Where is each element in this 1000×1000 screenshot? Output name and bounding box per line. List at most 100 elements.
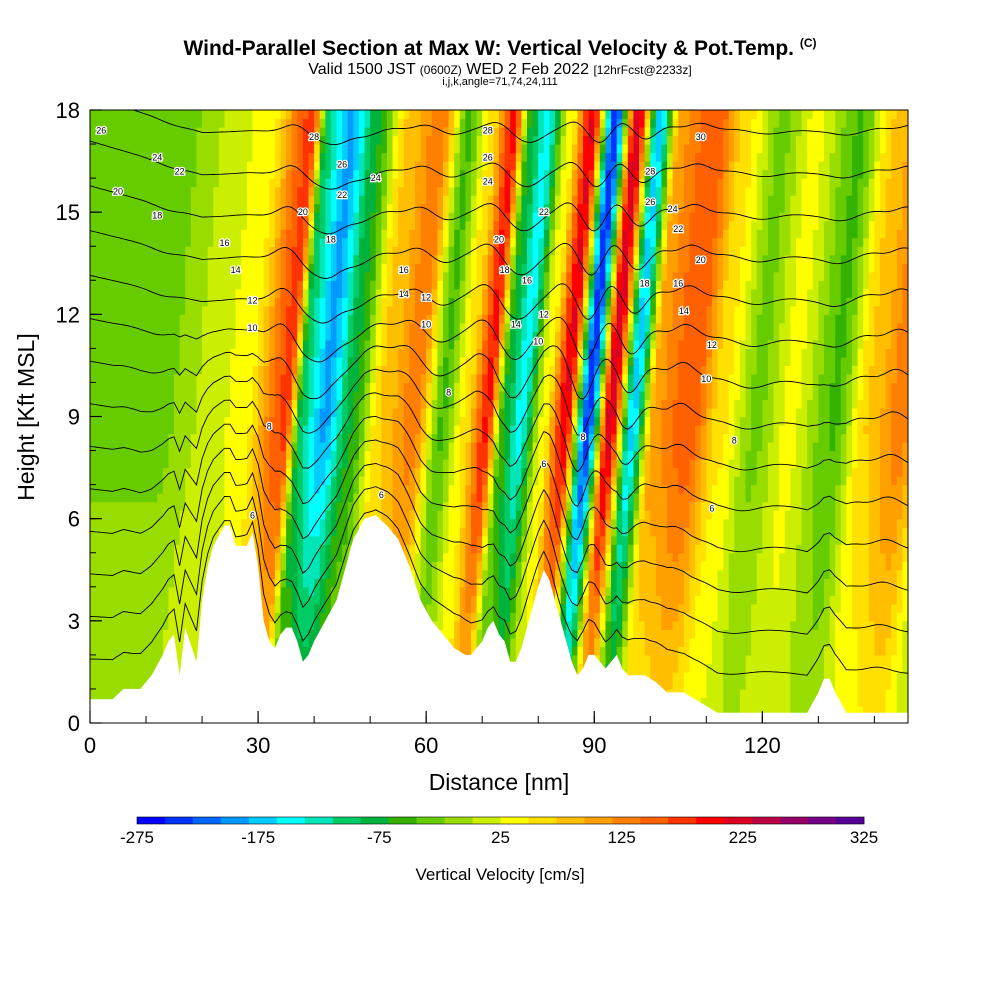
velocity-cell [168, 135, 175, 145]
velocity-cell [426, 544, 433, 554]
velocity-cell [274, 314, 282, 324]
velocity-cell [470, 322, 478, 332]
velocity-cell [274, 263, 282, 273]
velocity-cell [101, 263, 108, 273]
velocity-cell [420, 348, 427, 358]
velocity-cell [112, 416, 119, 426]
velocity-cell [280, 569, 287, 579]
velocity-cell [241, 501, 248, 511]
velocity-cell [235, 135, 242, 145]
velocity-cell [454, 271, 461, 281]
velocity-cell [162, 552, 170, 562]
velocity-cell [95, 203, 102, 213]
velocity-cell [106, 688, 114, 699]
velocity-cell [230, 110, 237, 120]
velocity-cell [431, 305, 438, 315]
velocity-cell [146, 263, 153, 273]
velocity-cell [364, 356, 371, 367]
velocity-cell [134, 314, 142, 324]
velocity-cell [286, 390, 293, 401]
velocity-cell [174, 595, 181, 605]
velocity-cell [118, 654, 125, 664]
velocity-cell [459, 603, 466, 613]
velocity-cell [398, 416, 405, 426]
velocity-cell [157, 161, 164, 171]
velocity-cell [442, 544, 450, 554]
velocity-cell [437, 527, 444, 537]
velocity-cell [190, 203, 198, 213]
velocity-cell [190, 544, 198, 554]
velocity-cell [112, 663, 119, 673]
velocity-cell [297, 331, 304, 341]
velocity-cell [106, 544, 114, 554]
velocity-cell [302, 620, 310, 630]
velocity-cell [342, 459, 349, 469]
velocity-cell [437, 288, 444, 298]
velocity-cell [459, 637, 466, 647]
velocity-cell [185, 399, 192, 409]
velocity-cell [342, 212, 349, 222]
velocity-cell [179, 118, 186, 128]
velocity-cell [297, 169, 304, 179]
velocity-cell [330, 493, 338, 503]
velocity-cell [140, 680, 147, 690]
velocity-cell [162, 254, 170, 264]
velocity-cell [90, 390, 97, 401]
velocity-cell [336, 322, 343, 332]
velocity-cell [123, 220, 130, 230]
velocity-cell [409, 544, 416, 554]
velocity-cell [470, 433, 478, 443]
velocity-cell [157, 442, 164, 452]
velocity-cell [286, 416, 293, 426]
velocity-cell [459, 578, 466, 588]
velocity-cell [308, 144, 315, 154]
velocity-cell [106, 220, 114, 230]
velocity-cell [218, 467, 226, 477]
velocity-cell [392, 356, 399, 367]
velocity-cell [358, 348, 366, 358]
velocity-cell [325, 407, 332, 418]
velocity-cell [364, 246, 371, 256]
velocity-cell [308, 586, 315, 596]
velocity-cell [392, 271, 399, 281]
velocity-cell [454, 237, 461, 247]
velocity-cell [168, 365, 175, 375]
velocity-cell [196, 348, 203, 358]
velocity-cell [403, 365, 410, 375]
velocity-cell [168, 450, 175, 460]
velocity-cell [437, 144, 444, 154]
velocity-cell [325, 271, 332, 281]
velocity-cell [431, 578, 438, 588]
velocity-cell [123, 586, 130, 596]
velocity-cell [392, 246, 399, 256]
velocity-cell [308, 203, 315, 213]
velocity-cell [235, 178, 242, 188]
velocity-cell [403, 161, 410, 171]
velocity-cell [112, 612, 119, 622]
velocity-cell [308, 612, 315, 622]
velocity-cell [302, 518, 310, 528]
velocity-cell [157, 578, 164, 588]
velocity-cell [146, 476, 153, 486]
velocity-cell [252, 373, 259, 384]
velocity-cell [314, 229, 321, 239]
velocity-cell [162, 476, 170, 486]
velocity-cell [302, 110, 310, 120]
velocity-cell [358, 425, 366, 435]
velocity-cell [112, 407, 119, 418]
velocity-cell [319, 518, 326, 528]
velocity-cell [358, 467, 366, 477]
velocity-cell [213, 144, 220, 154]
velocity-cell [358, 118, 366, 128]
velocity-cell [140, 297, 147, 307]
velocity-cell [112, 254, 119, 264]
velocity-cell [246, 271, 254, 281]
velocity-cell [409, 382, 416, 392]
velocity-cell [202, 467, 209, 477]
velocity-cell [342, 152, 349, 162]
velocity-cell [118, 569, 125, 579]
velocity-cell [146, 510, 153, 520]
velocity-cell [168, 254, 175, 264]
velocity-cell [151, 493, 158, 503]
velocity-cell [129, 680, 136, 690]
